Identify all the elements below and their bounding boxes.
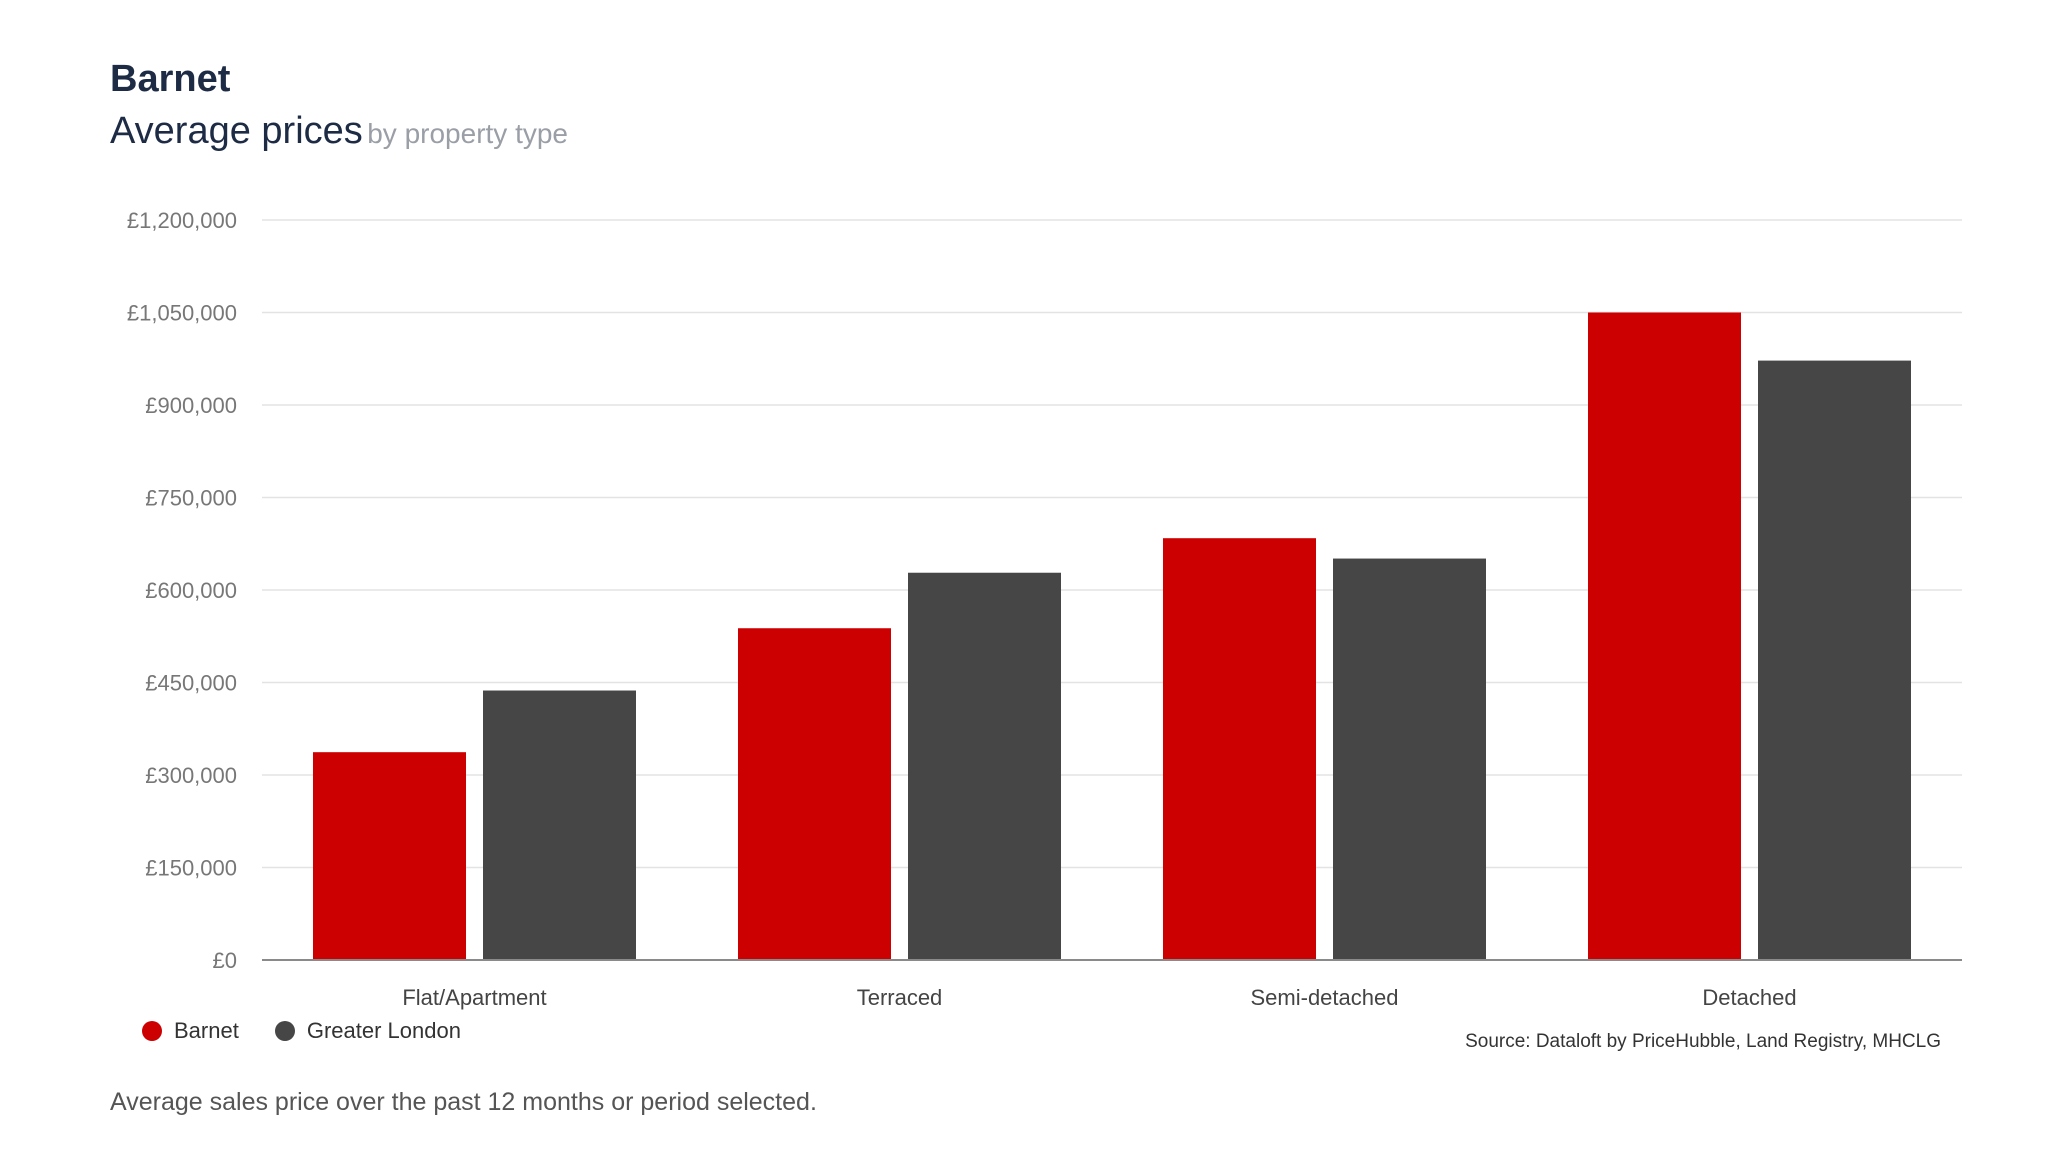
legend-label-greater-london: Greater London bbox=[306, 1018, 461, 1043]
bar-barnet bbox=[738, 628, 891, 960]
page-title: Barnet bbox=[110, 58, 231, 100]
x-tick-label: Terraced bbox=[857, 985, 943, 1010]
legend-item-barnet: Barnet bbox=[142, 1018, 239, 1044]
bar-barnet bbox=[1163, 538, 1316, 960]
x-tick-label: Flat/Apartment bbox=[402, 985, 546, 1010]
legend-swatch-barnet bbox=[142, 1021, 162, 1041]
chart-subtitle: Average prices by property type bbox=[110, 110, 568, 153]
source-note: Source: Dataloft by PriceHubble, Land Re… bbox=[1465, 1031, 1941, 1052]
footnote: Average sales price over the past 12 mon… bbox=[110, 1088, 817, 1116]
subtitle-main: Average prices bbox=[110, 110, 363, 152]
bar-greater-london bbox=[1758, 360, 1911, 961]
legend-swatch-greater-london bbox=[274, 1021, 295, 1041]
y-tick-label: £450,000 bbox=[145, 671, 237, 696]
legend-item-greater-london: Greater London bbox=[274, 1018, 461, 1044]
subtitle-qualifier: by property type bbox=[367, 118, 569, 149]
y-tick-label: £1,200,000 bbox=[127, 208, 237, 233]
y-tick-label: £900,000 bbox=[145, 393, 237, 418]
y-tick-label: £1,050,000 bbox=[127, 301, 237, 326]
chart-legend: Barnet Greater London bbox=[142, 1018, 461, 1044]
bar-greater-london bbox=[1333, 558, 1486, 960]
bars bbox=[313, 312, 1911, 961]
y-tick-label: £750,000 bbox=[145, 486, 237, 511]
x-axis-tick-labels: Flat/Apartment Terraced Semi-detached Detac… bbox=[402, 985, 1796, 1010]
bar-greater-london bbox=[908, 572, 1061, 960]
bar-greater-london bbox=[483, 690, 636, 960]
x-tick-label: Semi-detached bbox=[1251, 985, 1399, 1010]
x-tick-label: Detached bbox=[1702, 985, 1796, 1010]
bar-barnet bbox=[1588, 312, 1741, 960]
y-tick-label: £0 bbox=[213, 948, 237, 973]
bar-barnet bbox=[313, 752, 466, 960]
y-tick-label: £600,000 bbox=[145, 578, 237, 603]
y-tick-label: £150,000 bbox=[145, 856, 237, 881]
legend-label-barnet: Barnet bbox=[174, 1018, 239, 1043]
y-tick-label: £300,000 bbox=[145, 763, 237, 788]
y-axis-tick-labels: £0 £150,000 £300,000 £450,000 £600,000 £750,0… bbox=[127, 208, 237, 973]
